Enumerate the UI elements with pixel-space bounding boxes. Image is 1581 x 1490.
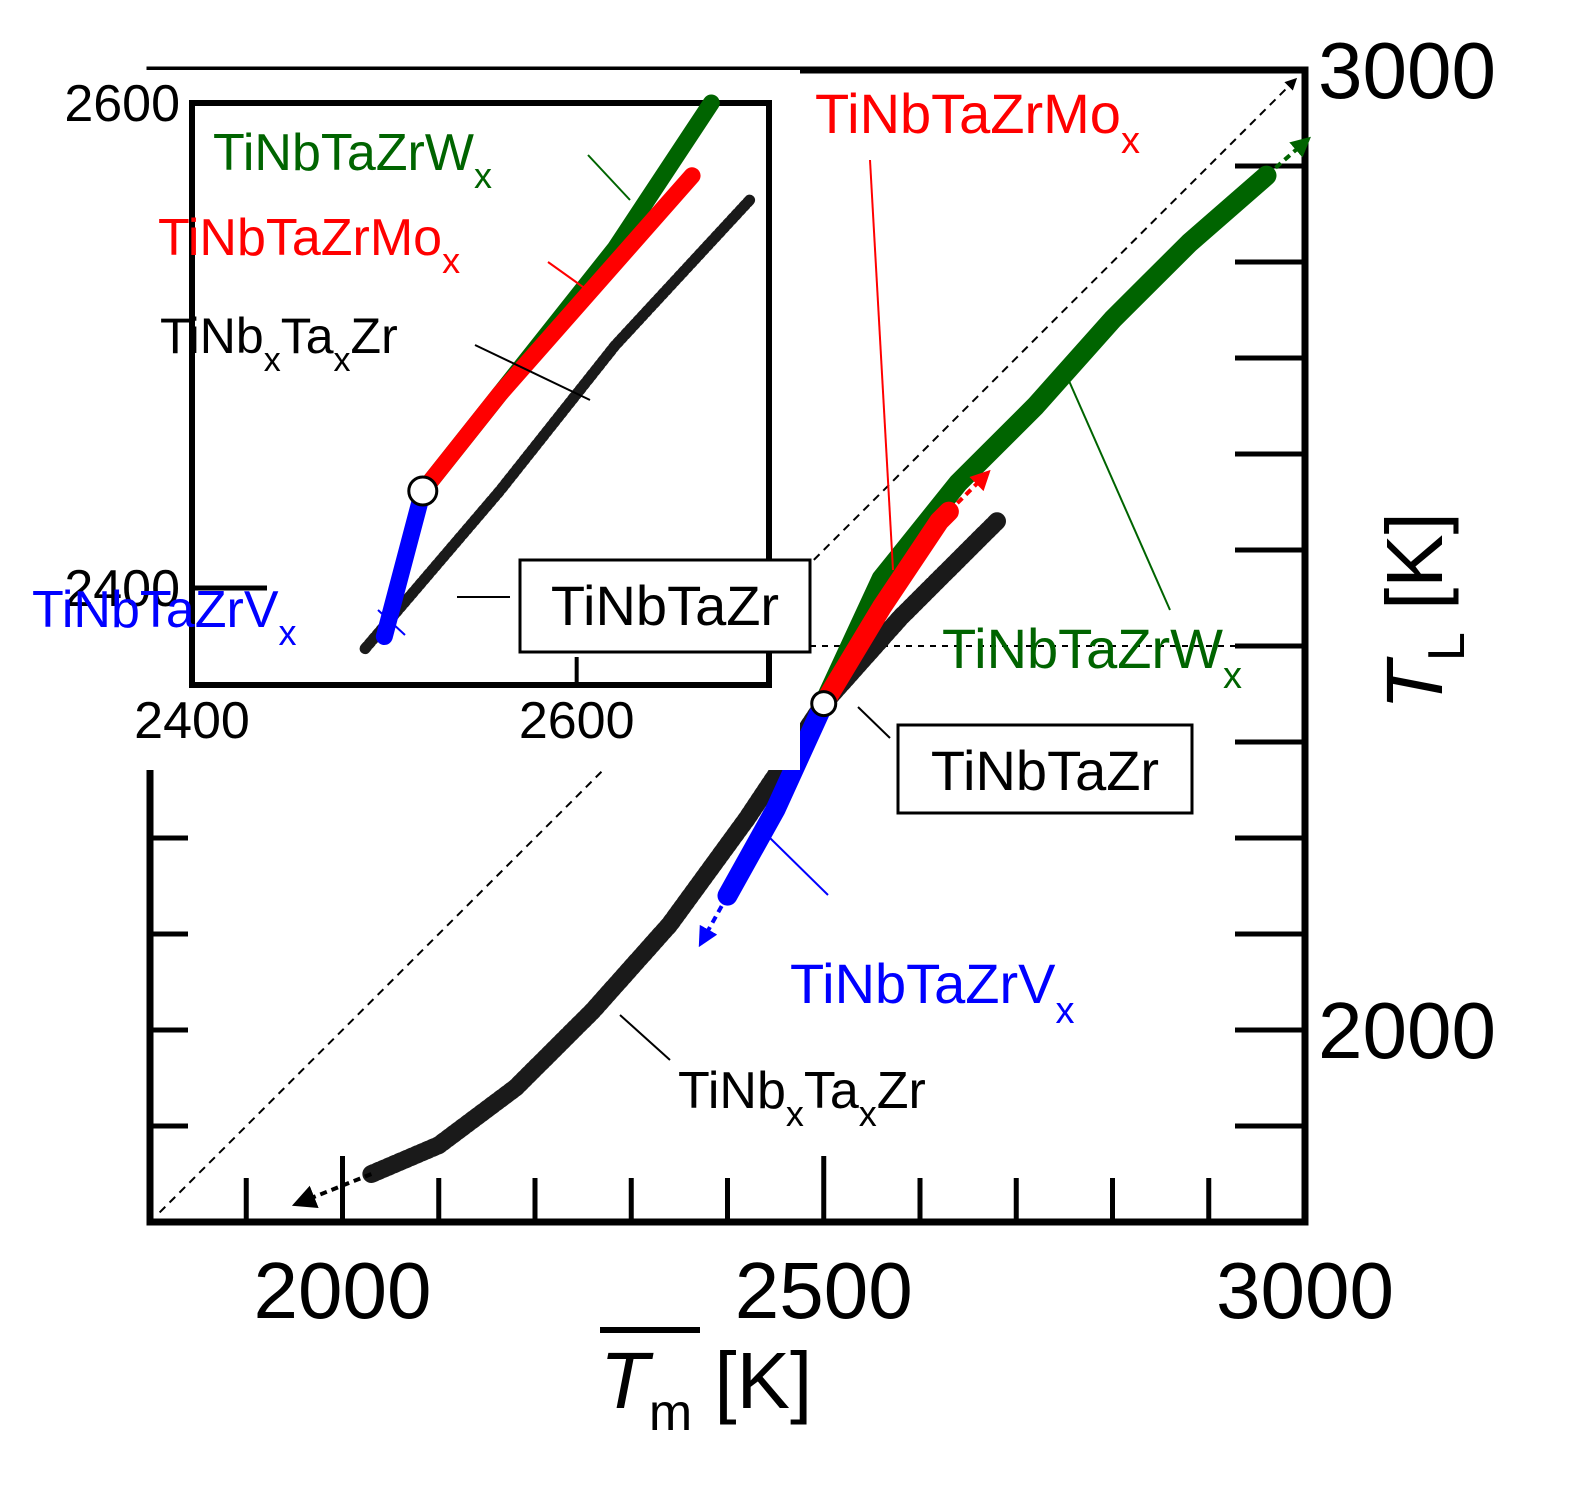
inset-series-group [359, 94, 756, 655]
y-tick-label: 2000 [1318, 986, 1496, 1075]
svg-text:TL [K]: TL [K] [1370, 512, 1476, 710]
series-band-tinbtazrw [813, 165, 1277, 714]
x-tick-label: 2500 [735, 1246, 913, 1335]
inset-label-w: TiNbTaZrWx [213, 124, 492, 196]
inset-series-band-tinbtazrmo [414, 167, 701, 500]
inset-x-tick-label: 2400 [134, 692, 250, 750]
inset-y-tick-label: 2600 [64, 75, 180, 133]
inset-series-band-tinbtazrv [375, 482, 432, 645]
y-axis-title: TL [K] [1370, 512, 1476, 710]
inset-x-tick-label: 2600 [519, 692, 635, 750]
x-axis-symbol: T [600, 1336, 654, 1425]
series-band-tinbtazrmo [813, 501, 959, 714]
inset-leader-v [377, 609, 406, 636]
main-leader-mo [869, 159, 894, 571]
main-leader-w [1061, 364, 1171, 611]
inset-reference-label: TiNbTaZr [551, 574, 779, 637]
main-leader-v [769, 837, 829, 896]
x-axis-title: Tm [K] [600, 1327, 812, 1442]
series-arrow-nbta [291, 1172, 373, 1209]
series-band-tinbtazrv [717, 693, 834, 906]
main-leader-ref [857, 706, 891, 739]
inset-reference-box [518, 558, 812, 654]
x-tick-label: 3000 [1216, 1246, 1394, 1335]
inset-leader-nbta [474, 344, 591, 401]
series-arrow-tinbtazrw [1265, 136, 1311, 178]
inset-frame [189, 100, 772, 688]
inset-label-mo: TiNbTaZrMox [158, 209, 460, 281]
main-series-group [291, 136, 1311, 1209]
main-leader-nbta [619, 1014, 671, 1061]
y-tick-label: 3000 [1318, 26, 1496, 115]
inset-panel: 2400 2600 2400 2600 TiNbTaZrWx TiNbTaZrM… [0, 70, 812, 770]
inset-label-nbta: TiNbxTaxZr [160, 308, 398, 379]
inset-leader-w [587, 154, 631, 201]
main-reference-box [896, 723, 1194, 815]
x-tick-label: 2000 [254, 1246, 432, 1335]
y-axis-symbol: T [1370, 656, 1459, 710]
inset-reference-point-marker [407, 475, 439, 507]
main-reference-label: TiNbTaZr [931, 739, 1159, 802]
inset-axis-ticks [190, 100, 579, 685]
main-label-w: TiNbTaZrWx [942, 617, 1242, 697]
y-axis-subscript: L [1418, 632, 1476, 661]
series-arrow-tinbtazrmo [947, 469, 991, 514]
x-axis-subscript: m [649, 1384, 692, 1442]
reference-point-marker [810, 690, 838, 718]
svg-text:Tm [K]: Tm [K] [600, 1336, 812, 1442]
inset-leader-mo [547, 261, 591, 293]
inset-y-tick-label: 2400 [64, 560, 180, 618]
main-label-v: TiNbTaZrVx [790, 952, 1075, 1032]
series-arrow-tinbtazrv [698, 894, 730, 948]
inset-label-v: TiNbTaZrVx [32, 581, 297, 653]
inset-series-band-tinb [359, 194, 756, 655]
main-label-mo: TiNbTaZrMox [815, 82, 1140, 162]
series-band-tinb [362, 512, 1006, 1183]
main-label-nbta: TiNbxTaxZr [678, 1062, 926, 1134]
y-axis-unit: [K] [1370, 512, 1459, 632]
x-axis-unit: [K] [692, 1336, 812, 1425]
